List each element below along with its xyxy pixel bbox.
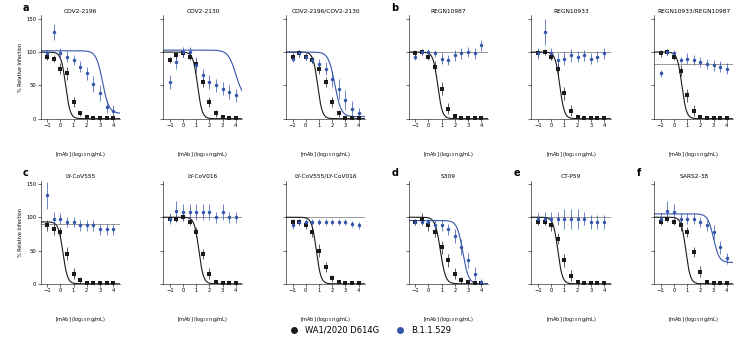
Text: a: a <box>23 3 29 13</box>
Text: [mAb] (log$_{10}$ ng/mL): [mAb] (log$_{10}$ ng/mL) <box>423 150 474 159</box>
Text: [mAb] (log$_{10}$ ng/mL): [mAb] (log$_{10}$ ng/mL) <box>545 315 596 324</box>
Text: [mAb] (log$_{10}$ ng/mL): [mAb] (log$_{10}$ ng/mL) <box>300 315 351 324</box>
Text: [mAb] (log$_{10}$ ng/mL): [mAb] (log$_{10}$ ng/mL) <box>423 315 474 324</box>
Title: REGN10933: REGN10933 <box>553 9 589 14</box>
Text: d: d <box>391 168 398 178</box>
Title: REGN10987: REGN10987 <box>430 9 466 14</box>
Title: CT-P59: CT-P59 <box>561 174 581 179</box>
Title: LY-CoV016: LY-CoV016 <box>188 174 218 179</box>
Title: COV2-2196: COV2-2196 <box>63 9 97 14</box>
Text: [mAb] (log$_{10}$ ng/mL): [mAb] (log$_{10}$ ng/mL) <box>55 315 105 324</box>
Text: f: f <box>637 168 641 178</box>
Y-axis label: % Relative Infection: % Relative Infection <box>18 208 24 257</box>
Text: [mAb] (log$_{10}$ ng/mL): [mAb] (log$_{10}$ ng/mL) <box>178 315 228 324</box>
Y-axis label: % Relative Infection: % Relative Infection <box>18 43 24 92</box>
Title: LY-CoV555: LY-CoV555 <box>65 174 95 179</box>
Text: c: c <box>23 168 29 178</box>
Text: b: b <box>391 3 399 13</box>
Title: REGN10933/REGN10987: REGN10933/REGN10987 <box>657 9 730 14</box>
Title: SARS2-38: SARS2-38 <box>680 174 708 179</box>
Text: [mAb] (log$_{10}$ ng/mL): [mAb] (log$_{10}$ ng/mL) <box>545 150 596 159</box>
Title: S309: S309 <box>441 174 455 179</box>
Text: [mAb] (log$_{10}$ ng/mL): [mAb] (log$_{10}$ ng/mL) <box>668 150 719 159</box>
Text: [mAb] (log$_{10}$ ng/mL): [mAb] (log$_{10}$ ng/mL) <box>178 150 228 159</box>
Title: LY-CoV555/LY-CoV016: LY-CoV555/LY-CoV016 <box>294 174 357 179</box>
Text: e: e <box>514 168 520 178</box>
Text: [mAb] (log$_{10}$ ng/mL): [mAb] (log$_{10}$ ng/mL) <box>300 150 351 159</box>
Title: COV2-2130: COV2-2130 <box>186 9 220 14</box>
Text: [mAb] (log$_{10}$ ng/mL): [mAb] (log$_{10}$ ng/mL) <box>55 150 105 159</box>
Title: COV2-2196/COV2-2130: COV2-2196/COV2-2130 <box>291 9 360 14</box>
Text: [mAb] (log$_{10}$ ng/mL): [mAb] (log$_{10}$ ng/mL) <box>668 315 719 324</box>
Legend: WA1/2020 D614G, B.1.1.529: WA1/2020 D614G, B.1.1.529 <box>283 322 454 338</box>
